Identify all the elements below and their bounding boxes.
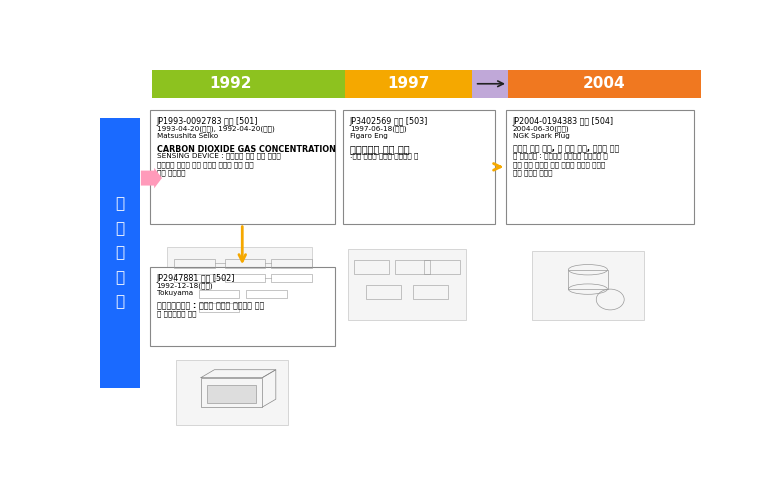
Text: JP3402569 등록 [503]: JP3402569 등록 [503] [350, 117, 428, 126]
Text: 1992: 1992 [209, 76, 252, 91]
FancyBboxPatch shape [345, 69, 471, 98]
Text: Tokuyama: Tokuyama [157, 290, 192, 296]
Text: 필터 부재를 제공함: 필터 부재를 제공함 [513, 169, 552, 176]
Text: JP2004-0194383 출원 [504]: JP2004-0194383 출원 [504] [513, 117, 614, 126]
Text: 공질 섬유 구조의 수지 시트를 이용한 발수성: 공질 섬유 구조의 수지 시트를 이용한 발수성 [513, 161, 605, 168]
Text: 1997: 1997 [387, 76, 429, 91]
Text: Matsushita Seiko: Matsushita Seiko [157, 133, 217, 139]
Text: :온도 의존성 처리를 용이하게 함: :온도 의존성 처리를 용이하게 함 [350, 153, 418, 159]
Text: JP1993-0092783 출원 [501]: JP1993-0092783 출원 [501] [157, 117, 258, 126]
Text: 이산화탄소센서 : 장기간 사용에 있어서도 안정: 이산화탄소센서 : 장기간 사용에 있어서도 안정 [157, 302, 264, 311]
Text: 된 이산화탄소 센서: 된 이산화탄소 센서 [157, 310, 196, 316]
Text: CARBON DIOXIDE GAS CONCENTRATION: CARBON DIOXIDE GAS CONCENTRATION [157, 144, 336, 154]
Text: 2004: 2004 [583, 76, 626, 91]
Text: 도를 향상시킴: 도를 향상시킴 [157, 169, 185, 176]
Text: 2004-06-30(출원): 2004-06-30(출원) [513, 125, 569, 132]
Text: 및 가스센서 : 통풍성과 발수성을 겸비하는 다: 및 가스센서 : 통풍성과 발수성을 겸비하는 다 [513, 153, 608, 159]
FancyBboxPatch shape [508, 69, 701, 98]
FancyBboxPatch shape [471, 69, 508, 98]
Text: 이산화탄소 검출 장치: 이산화탄소 검출 장치 [350, 144, 409, 155]
Text: 교정시의 기준치 검출 처리의 개선에 따라 정밀: 교정시의 기준치 검출 처리의 개선에 따라 정밀 [157, 161, 253, 168]
Text: 발수성 볼러 부재, 그 제조 방법, 발수성 기기: 발수성 볼러 부재, 그 제조 방법, 발수성 기기 [513, 144, 619, 154]
Text: 1992-12-18(출원): 1992-12-18(출원) [157, 282, 213, 289]
Text: Figaro Eng: Figaro Eng [350, 133, 388, 139]
Text: 패
키
정
구
조: 패 키 정 구 조 [115, 196, 125, 310]
FancyBboxPatch shape [100, 118, 139, 388]
FancyBboxPatch shape [207, 385, 256, 402]
FancyBboxPatch shape [532, 251, 643, 320]
FancyBboxPatch shape [343, 109, 495, 224]
Text: 1993-04-20(출원), 1992-04-20(우선): 1993-04-20(출원), 1992-04-20(우선) [157, 125, 274, 132]
FancyBboxPatch shape [348, 249, 466, 320]
FancyArrow shape [141, 168, 162, 189]
Text: JP2947881 등록 [502]: JP2947881 등록 [502] [157, 274, 235, 283]
Text: NGK Spark Plug: NGK Spark Plug [513, 133, 569, 139]
FancyBboxPatch shape [176, 360, 287, 425]
Text: SENSING DEVICE : 탄산가스 농도 검지 장치의: SENSING DEVICE : 탄산가스 농도 검지 장치의 [157, 153, 280, 159]
FancyBboxPatch shape [167, 247, 312, 320]
FancyBboxPatch shape [150, 109, 335, 224]
FancyBboxPatch shape [506, 109, 694, 224]
FancyBboxPatch shape [150, 267, 335, 346]
Text: 1997-06-18(출원): 1997-06-18(출원) [350, 125, 407, 132]
FancyBboxPatch shape [152, 69, 345, 98]
